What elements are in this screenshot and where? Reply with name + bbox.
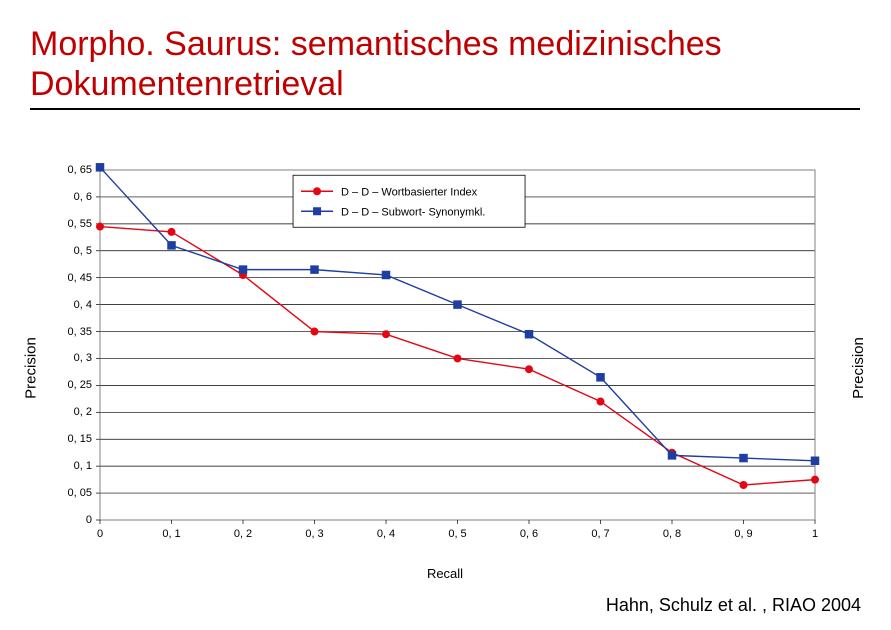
y-tick-label: 0, 3	[74, 352, 92, 364]
x-tick-label: 0, 4	[377, 528, 395, 540]
precision-recall-chart: D – D – Wortbasierter Index D – D – Subwo…	[35, 160, 855, 575]
citation-text: Hahn, Schulz et al. , RIAO 2004	[606, 595, 861, 616]
x-tick-label: 0, 7	[591, 528, 609, 540]
y-tick-label: 0, 05	[68, 487, 92, 499]
chart-svg: D – D – Wortbasierter Index D – D – Subwo…	[35, 160, 855, 575]
x-tick-label: 0, 5	[448, 528, 466, 540]
x-tick-label: 1	[812, 528, 818, 540]
x-tick-label: 0, 3	[305, 528, 323, 540]
svg-text:D – D – Wortbasierter Index: D – D – Wortbasierter Index	[341, 186, 478, 198]
y-tick-label: 0, 55	[68, 218, 92, 230]
y-tick-label: 0, 4	[74, 299, 92, 311]
svg-text:D – D – Subwort- Synonymkl.: D – D – Subwort- Synonymkl.	[341, 206, 485, 218]
y-tick-label: 0, 2	[74, 406, 92, 418]
y-tick-label: 0, 35	[68, 326, 92, 338]
y-tick-label: 0, 5	[74, 245, 92, 257]
y-tick-label: 0, 25	[68, 379, 92, 391]
x-axis-label: Recall	[427, 566, 463, 581]
y-axis-label-right: Precision	[851, 337, 868, 399]
x-tick-label: 0, 9	[734, 528, 752, 540]
y-tick-label: 0, 45	[68, 272, 92, 284]
y-tick-label: 0, 65	[68, 164, 92, 176]
x-tick-label: 0	[97, 528, 103, 540]
y-tick-label: 0, 1	[74, 460, 92, 472]
y-tick-label: 0, 15	[68, 433, 92, 445]
y-tick-label: 0	[86, 514, 92, 526]
y-axis-label-left: Precision	[23, 337, 40, 399]
y-tick-label: 0, 6	[74, 191, 92, 203]
x-tick-label: 0, 8	[663, 528, 681, 540]
x-tick-label: 0, 6	[520, 528, 538, 540]
x-tick-label: 0, 2	[234, 528, 252, 540]
page-title: Morpho. Saurus: semantisches medizinisch…	[30, 24, 860, 110]
x-tick-label: 0, 1	[162, 528, 180, 540]
